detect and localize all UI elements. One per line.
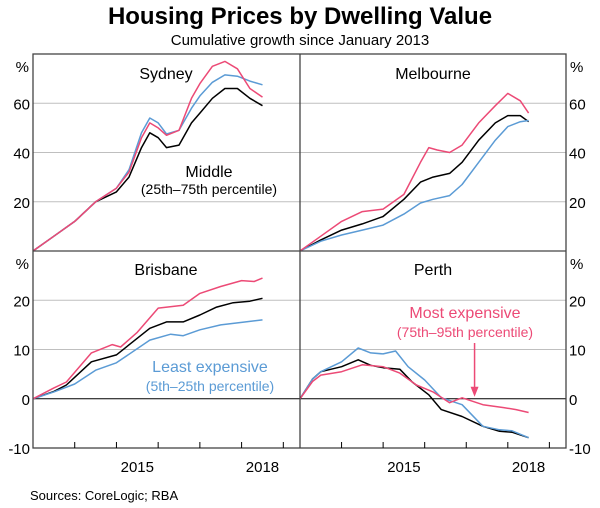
sydney-y-unit-label: % — [16, 59, 29, 76]
x-axis-ticks — [74, 442, 550, 448]
brisbane-ytick-label: 20 — [13, 293, 30, 310]
sydney-ytick-label: 40 — [13, 146, 30, 163]
perth-series-least-expensive — [299, 347, 529, 439]
arrow-head — [470, 386, 479, 397]
melbourne-series-least-expensive — [299, 119, 529, 252]
perth-ytick-label: 10 — [569, 343, 586, 360]
perth-ytick-label: 20 — [569, 293, 586, 310]
chart-title: Housing Prices by Dwelling Value — [108, 3, 492, 30]
melbourne-ytick-label: 20 — [569, 195, 586, 212]
brisbane-series-most-expensive — [32, 277, 263, 400]
perth-ytick-label: -10 — [569, 441, 591, 458]
annotation-arrow — [470, 343, 479, 397]
sydney-series-most-expensive — [32, 60, 263, 252]
chart-subtitle: Cumulative growth since January 2013 — [171, 32, 429, 49]
melbourne-series-middle — [299, 114, 530, 252]
panel-title-perth: Perth — [414, 262, 452, 279]
panel-title-sydney: Sydney — [139, 66, 192, 83]
annotation-most-expensive: Most expensive — [409, 305, 520, 322]
melbourne-ytick-label: 40 — [569, 146, 586, 163]
melbourne-series-most-expensive — [299, 92, 530, 252]
melbourne-ytick-label: 60 — [569, 96, 586, 113]
gridlines — [33, 102, 566, 400]
axis-labels: 20 40 60% 20 40 60% -10 0 10 20% 2015 2018 -10 0 10 20%… — [8, 59, 590, 476]
perth-y-unit-label: % — [570, 256, 583, 273]
sydney-series-least-expensive — [32, 74, 263, 252]
perth-ytick-label: 0 — [569, 392, 577, 409]
annotation-least-expensive-sub: (5th–25th percentile) — [146, 378, 274, 394]
brisbane-xtick-label: 2018 — [246, 459, 279, 476]
annotation-middle: Middle — [185, 164, 232, 181]
annotation-most-expensive-sub: (75th–95th percentile) — [397, 324, 533, 340]
melbourne-y-unit-label: % — [570, 59, 583, 76]
panel-title-melbourne: Melbourne — [395, 66, 471, 83]
panel-title-brisbane: Brisbane — [134, 262, 197, 279]
sydney-ytick-label: 60 — [13, 96, 30, 113]
series-layer — [32, 60, 530, 439]
brisbane-ytick-label: 10 — [13, 343, 30, 360]
brisbane-series-least-expensive — [32, 319, 263, 400]
brisbane-xtick-label: 2015 — [121, 459, 154, 476]
sydney-ytick-label: 20 — [13, 195, 30, 212]
brisbane-ytick-label: -10 — [8, 441, 30, 458]
brisbane-y-unit-label: % — [16, 256, 29, 273]
brisbane-series-middle — [32, 297, 263, 400]
brisbane-ytick-label: 0 — [22, 392, 30, 409]
perth-series-most-expensive — [299, 364, 529, 414]
source-note: Sources: CoreLogic; RBA — [30, 488, 178, 503]
perth-xtick-label: 2018 — [512, 459, 545, 476]
annotation-least-expensive: Least expensive — [152, 359, 268, 376]
annotation-middle-sub: (25th–75th percentile) — [141, 181, 277, 197]
perth-xtick-label: 2015 — [387, 459, 420, 476]
